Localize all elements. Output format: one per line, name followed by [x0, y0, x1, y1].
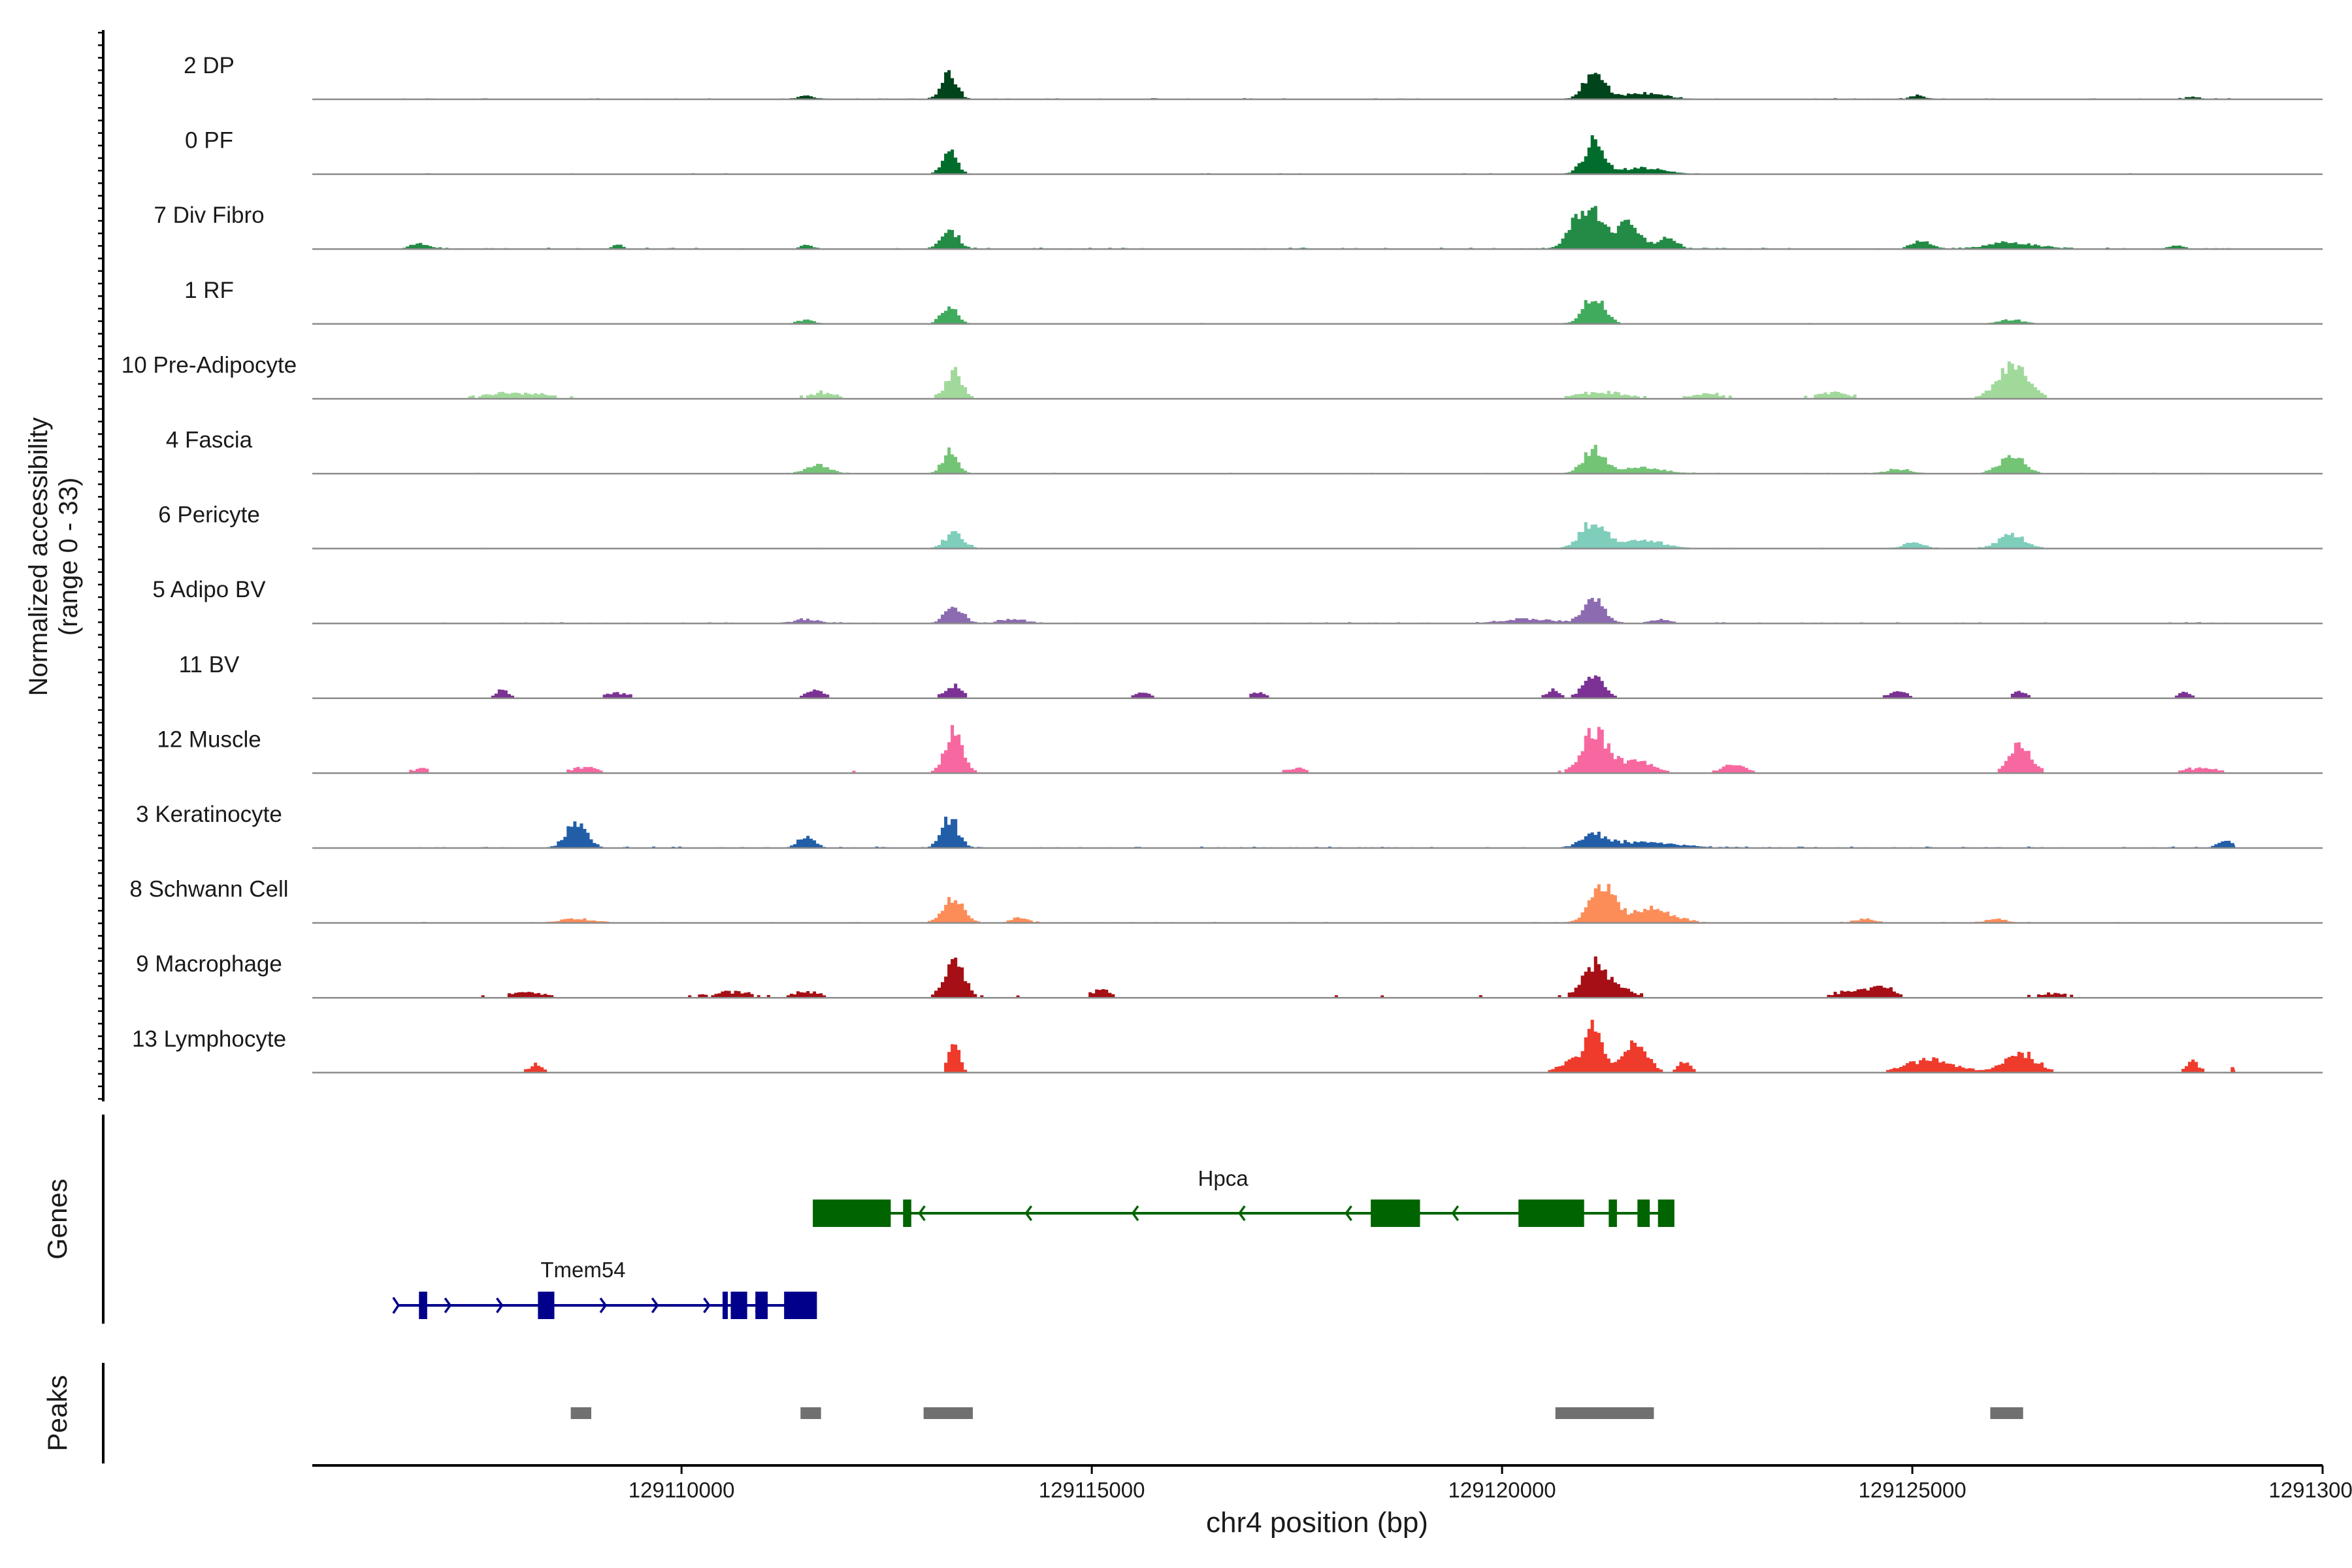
- strand-chevron: [599, 1297, 608, 1314]
- exon: [1518, 1200, 1584, 1227]
- coverage-area: [402, 725, 2236, 774]
- coverage-area: [402, 883, 2236, 923]
- exon: [730, 1292, 747, 1319]
- strand-chevron: [918, 1205, 926, 1222]
- peak-region: [570, 1407, 592, 1419]
- y-axis-label-line2: (range 0 - 33): [54, 478, 83, 636]
- x-axis-label: chr4 position (bp): [1206, 1507, 1428, 1539]
- exon: [1658, 1200, 1674, 1227]
- exon: [538, 1292, 555, 1319]
- peak-region: [1990, 1407, 2023, 1419]
- strand-chevron: [444, 1297, 452, 1314]
- peak-region: [1555, 1407, 1654, 1419]
- strand-chevron: [1345, 1205, 1352, 1222]
- track: 13 Lymphocyte: [132, 1019, 2323, 1074]
- strand-chevron: [1131, 1205, 1139, 1222]
- exon: [1609, 1200, 1617, 1227]
- track-label: 6 Pericyte: [158, 502, 260, 528]
- track-label: 4 Fascia: [166, 427, 253, 453]
- coverage-y-axis: [98, 30, 105, 1102]
- exon: [784, 1292, 817, 1319]
- track: 12 Muscle: [157, 725, 2323, 774]
- track-label: 0 PF: [185, 128, 233, 154]
- strand-chevron: [496, 1297, 504, 1314]
- peak-region: [923, 1407, 973, 1419]
- track: 1 RF: [184, 278, 2323, 325]
- strand-chevron: [392, 1297, 400, 1314]
- track-label: 7 Div Fibro: [154, 203, 264, 228]
- gene-label: Hpca: [1198, 1166, 1249, 1190]
- exon: [813, 1200, 891, 1227]
- strand-chevron: [651, 1297, 659, 1314]
- track-label: 1 RF: [184, 278, 234, 303]
- peaks-panel-label: Peaks: [42, 1375, 73, 1452]
- exon: [419, 1292, 427, 1319]
- x-tick-label: 129110000: [629, 1478, 735, 1502]
- x-tick-label: 129125000: [1858, 1478, 1966, 1502]
- genes-panel-label: Genes: [42, 1179, 73, 1260]
- exon: [1637, 1200, 1650, 1227]
- y-axis-label-line1: Normalized accessibility: [24, 417, 53, 696]
- track: 3 Keratinocyte: [136, 802, 2323, 849]
- x-tick-label: 129130000: [2268, 1478, 2352, 1502]
- track: 7 Div Fibro: [154, 203, 2323, 250]
- track: 11 BV: [179, 652, 2323, 700]
- strand-chevron: [1024, 1205, 1033, 1222]
- gene: Hpca: [813, 1166, 1674, 1227]
- track: 9 Macrophage: [136, 951, 2323, 999]
- x-tick-label: 129115000: [1039, 1478, 1145, 1502]
- track-label: 9 Macrophage: [136, 951, 282, 977]
- track: 10 Pre-Adipocyte: [122, 352, 2323, 400]
- exon: [1371, 1200, 1420, 1227]
- strand-chevron: [1451, 1205, 1460, 1222]
- track-label: 3 Keratinocyte: [136, 802, 282, 827]
- strand-chevron: [703, 1297, 711, 1314]
- coverage-tracks: 2 DP 0 PF 7 Div Fibro 1 RF 10 Pre-Adipocyte 4…: [122, 53, 2323, 1074]
- track: 5 Adipo BV: [152, 577, 2323, 625]
- track: 0 PF: [185, 128, 2323, 175]
- peak-region: [800, 1407, 821, 1419]
- track-label: 5 Adipo BV: [152, 577, 266, 602]
- gene-annotations: Hpca Tmem54: [392, 1166, 1674, 1319]
- coverage-area: [402, 817, 2236, 848]
- track-label: 10 Pre-Adipocyte: [122, 352, 297, 378]
- x-tick-label: 129120000: [1448, 1478, 1556, 1502]
- exon: [755, 1292, 768, 1319]
- track: 2 DP: [184, 53, 2323, 101]
- gene: Tmem54: [392, 1258, 817, 1319]
- track-label: 11 BV: [179, 652, 240, 678]
- track: 8 Schwann Cell: [129, 877, 2323, 924]
- peak-regions: [570, 1407, 2023, 1419]
- track-label: 12 Muscle: [157, 727, 261, 752]
- gene-label: Tmem54: [540, 1258, 625, 1282]
- exon: [722, 1292, 728, 1319]
- strand-chevron: [1238, 1205, 1246, 1222]
- track-label: 13 Lymphocyte: [132, 1026, 286, 1052]
- track-label: 8 Schwann Cell: [129, 877, 288, 902]
- track: 6 Pericyte: [158, 502, 2323, 549]
- track-label: 2 DP: [184, 53, 235, 78]
- exon: [903, 1200, 911, 1227]
- x-axis-ticks: 129110000 129115000 129120000 129125000 1291…: [629, 1465, 2352, 1502]
- track: 4 Fascia: [166, 427, 2323, 475]
